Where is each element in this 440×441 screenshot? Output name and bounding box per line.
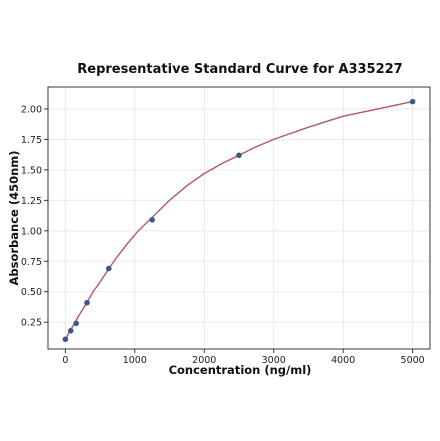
data-point: [73, 320, 79, 327]
grid-lines: [48, 87, 430, 349]
data-point: [105, 265, 112, 272]
data-point: [409, 98, 416, 105]
x-tick-label: 1000: [123, 355, 147, 366]
chart-title: Representative Standard Curve for A33522…: [77, 62, 402, 77]
x-tick-label: 2000: [192, 355, 216, 366]
x-axis-ticks: 0 1000 2000 3000 4000 5000: [62, 349, 425, 366]
y-axis-ticks: 0.25 0.50 0.75 1.00 1.25 1.50 1.75 2.00: [21, 104, 48, 329]
x-axis-label: Concentration (ng/ml): [169, 363, 312, 377]
data-point: [84, 299, 90, 306]
x-tick-label: 5000: [401, 355, 425, 366]
fit-curve-layer: [64, 100, 413, 340]
y-tick-label: 1.00: [21, 226, 42, 237]
data-point: [62, 336, 69, 343]
data-point: [67, 327, 74, 334]
y-tick-label: 2.00: [21, 104, 42, 115]
data-point: [149, 217, 155, 223]
fit-curve-line: [64, 100, 413, 340]
y-tick-label: 1.50: [21, 165, 42, 176]
y-tick-label: 1.25: [21, 196, 42, 207]
y-tick-label: 0.50: [21, 287, 42, 298]
x-tick-label: 4000: [331, 355, 355, 366]
y-axis-label: Absorbance (450nm): [7, 150, 21, 285]
plot-frame: [47, 86, 431, 350]
y-tick-label: 0.75: [21, 257, 42, 268]
y-tick-label: 0.25: [21, 318, 42, 329]
data-point: [236, 152, 242, 159]
x-tick-label: 0: [62, 355, 68, 366]
y-tick-label: 1.75: [21, 135, 42, 146]
x-tick-label: 3000: [262, 355, 286, 366]
data-points-layer: [62, 98, 416, 343]
